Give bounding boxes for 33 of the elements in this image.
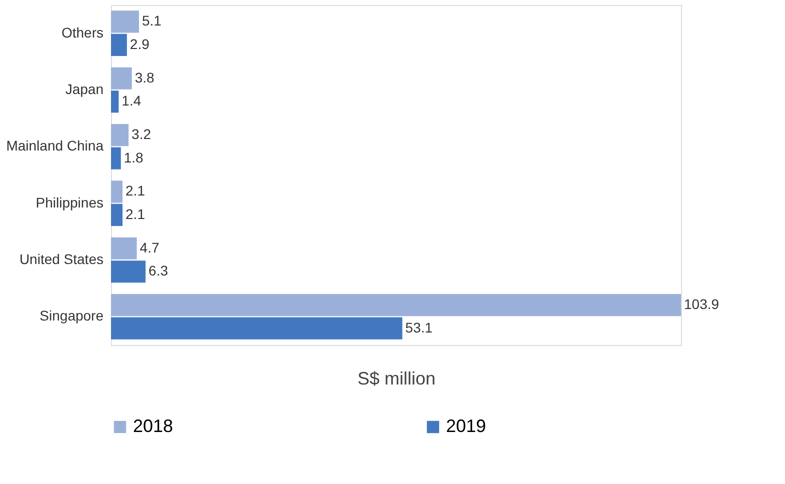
bar (111, 124, 129, 146)
y-tick-label: Singapore (40, 308, 104, 324)
data-label: 103.9 (684, 296, 720, 312)
data-label: 4.7 (140, 239, 160, 256)
y-tick-label: Others (61, 24, 104, 40)
data-label: 2.1 (126, 206, 146, 222)
y-tick-label: Mainland China (6, 138, 104, 154)
data-label: 2.9 (130, 36, 150, 52)
data-label: 1.8 (124, 149, 144, 166)
bar (111, 147, 121, 170)
bar (111, 90, 119, 113)
bar (111, 10, 139, 33)
data-label: 53.1 (405, 319, 433, 336)
data-label: 5.1 (142, 12, 162, 29)
data-label: 3.2 (132, 126, 152, 142)
bar (111, 317, 402, 340)
bar (111, 180, 123, 203)
data-label: 6.3 (148, 262, 168, 279)
data-label: 3.8 (134, 69, 155, 86)
data-label: 2.1 (126, 182, 146, 199)
legend-label: 2019 (446, 416, 486, 436)
y-tick-label: Japan (65, 81, 104, 97)
bar (111, 204, 123, 226)
y-tick-label: Philippines (36, 194, 104, 210)
x-axis-title: S$ million (357, 368, 436, 388)
bar (111, 237, 137, 260)
bar (111, 34, 127, 56)
bar (111, 67, 132, 90)
y-tick-label: United States (19, 251, 104, 267)
bar (111, 294, 681, 316)
legend-label: 2018 (133, 416, 174, 436)
data-label: 1.4 (122, 92, 142, 109)
bar (111, 260, 146, 283)
